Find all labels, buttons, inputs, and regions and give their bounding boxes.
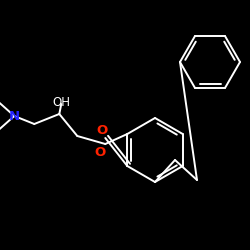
Text: N: N xyxy=(9,110,20,122)
Text: O: O xyxy=(95,146,106,158)
Text: O: O xyxy=(97,124,108,138)
Text: OH: OH xyxy=(52,96,70,108)
